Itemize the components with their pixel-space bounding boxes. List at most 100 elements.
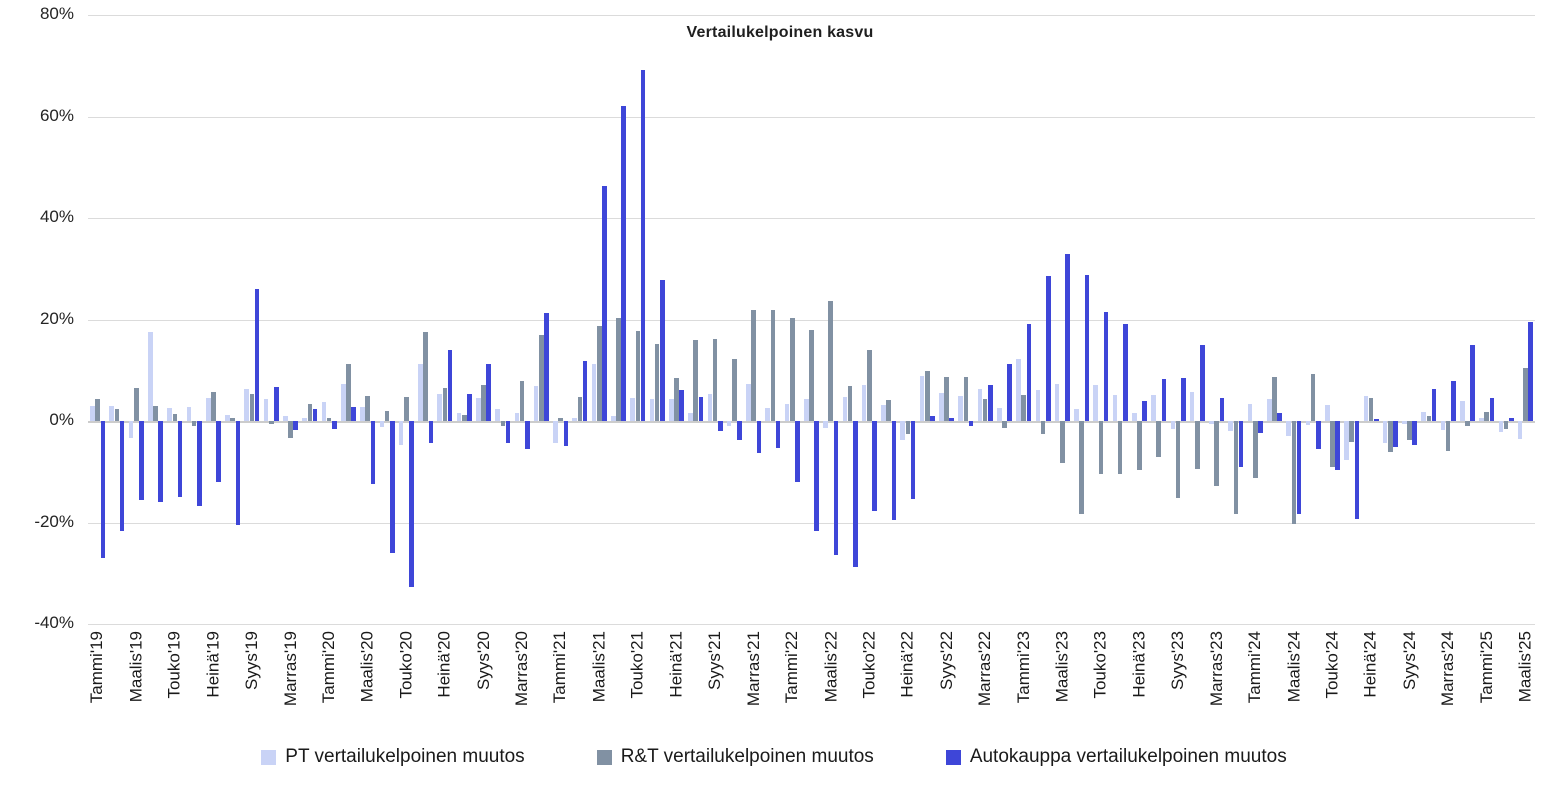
bar (732, 359, 737, 421)
bar (167, 408, 172, 421)
bar (577, 396, 583, 421)
bar (514, 412, 520, 421)
bar (1238, 421, 1244, 467)
bar (1252, 421, 1258, 478)
bar (133, 387, 139, 421)
bar (495, 408, 500, 421)
x-axis-tick-label: Maalis'24 (1283, 631, 1303, 703)
bar (525, 421, 530, 450)
bar (197, 421, 202, 507)
bar (919, 376, 925, 421)
bar (1388, 421, 1393, 452)
x-axis-tick-label: Marras'24 (1438, 631, 1458, 707)
bar (244, 388, 250, 421)
bar (996, 408, 1002, 421)
bar (423, 332, 428, 421)
bar (235, 421, 241, 526)
bar (486, 364, 491, 421)
bar (461, 414, 467, 421)
bar (698, 397, 704, 421)
bar (852, 421, 858, 567)
bar (693, 339, 699, 421)
bar (1123, 324, 1128, 421)
x-axis-tick-label: Syys'22 (936, 631, 956, 690)
bar (346, 363, 351, 421)
gridline (88, 116, 1535, 118)
bar (389, 421, 395, 553)
y-axis-tick-label: 0% (49, 410, 74, 429)
autokauppa-legend-label: Autokauppa vertailukelpoinen muutos (969, 746, 1287, 767)
bar (1412, 421, 1418, 445)
bar (1065, 253, 1070, 421)
bar (1335, 421, 1340, 471)
bar (1093, 384, 1098, 421)
x-axis-tick-label: Marras'22 (975, 631, 995, 707)
bar (1305, 421, 1311, 426)
bar (544, 312, 549, 421)
bar (158, 421, 164, 502)
bar (379, 421, 385, 428)
bar (737, 421, 742, 440)
bar (191, 421, 197, 427)
bar (881, 405, 886, 421)
bar (968, 421, 974, 427)
bar (823, 421, 828, 429)
bar (1267, 398, 1272, 421)
bar (712, 339, 718, 421)
x-axis-tick-label: Maalis'23 (1052, 631, 1072, 703)
bar (1402, 421, 1407, 424)
bar (370, 421, 376, 485)
bar (1296, 421, 1302, 514)
bar (467, 394, 472, 421)
x-axis-tick-label: Touko'23 (1090, 631, 1110, 699)
bar (1214, 421, 1219, 486)
bar (1084, 274, 1090, 421)
bar (944, 377, 949, 421)
bar (939, 392, 944, 421)
bar (1517, 421, 1523, 439)
bar (476, 398, 481, 421)
bar (1324, 404, 1330, 421)
bar (1142, 401, 1147, 421)
bar (582, 361, 588, 421)
bar (321, 402, 327, 421)
x-axis-tick-label: Maalis'22 (820, 631, 840, 703)
bar (1484, 411, 1490, 421)
bar (900, 421, 906, 440)
bar (707, 393, 713, 421)
bar (456, 412, 462, 421)
bar (533, 386, 539, 421)
bar (1035, 390, 1041, 421)
bar (977, 389, 983, 421)
bar (340, 383, 346, 421)
bar (572, 418, 578, 421)
bar (1103, 311, 1109, 421)
x-axis-tick-label: Heinä'19 (203, 631, 223, 698)
bar (867, 349, 872, 421)
autokauppa-legend-swatch (945, 749, 961, 765)
legend-item-autokauppa: Autokauppa vertailukelpoinen muutos (945, 746, 1287, 768)
x-axis-tick-label: Tammi'21 (550, 631, 570, 704)
bar (216, 421, 221, 483)
bar (1310, 373, 1316, 421)
bar (114, 408, 120, 421)
bar (1219, 398, 1225, 421)
bar (128, 421, 134, 439)
bar (172, 413, 178, 421)
y-axis-tick-label: -20% (34, 511, 74, 531)
bar (1054, 383, 1060, 421)
legend-item-rt: R&T vertailukelpoinen muutos (596, 746, 874, 768)
bar (1180, 377, 1186, 421)
x-axis-tick-label: Tammi'24 (1245, 631, 1265, 704)
bar (288, 421, 293, 439)
bar (326, 418, 332, 421)
bar (1161, 378, 1167, 421)
x-axis-tick-label: Tammi'25 (1476, 631, 1496, 704)
bar (611, 415, 616, 421)
bar (1272, 376, 1277, 421)
x-axis-tick-label: Syys'23 (1168, 631, 1188, 690)
zero-gridline (88, 421, 1535, 423)
bar (1026, 324, 1032, 421)
bar (847, 385, 853, 421)
bar (1354, 421, 1360, 519)
